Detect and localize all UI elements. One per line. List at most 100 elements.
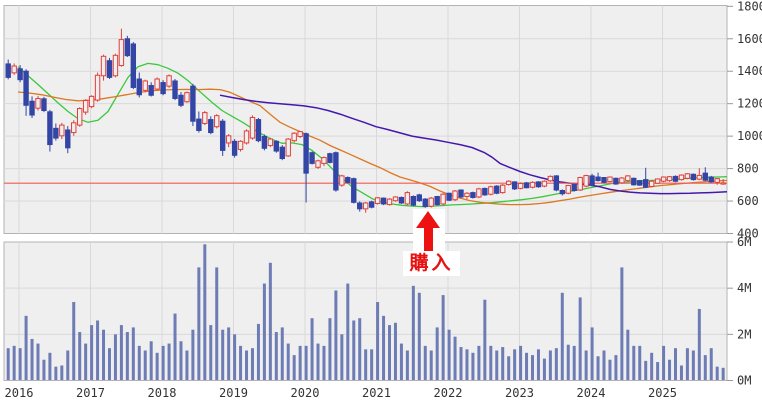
ma-long-line	[219, 94, 728, 195]
candle-body	[82, 99, 89, 113]
candle-body	[88, 95, 95, 108]
candle-body	[23, 70, 29, 106]
volume-bar	[119, 325, 123, 380]
candle-body	[672, 175, 679, 182]
candle-body	[225, 135, 232, 144]
volume-bar	[42, 359, 46, 380]
volume-bar	[405, 350, 409, 380]
candle-body	[511, 181, 518, 190]
volume-bar	[268, 262, 272, 380]
volume-bar	[352, 320, 356, 380]
volume-tick-label: 6M	[737, 235, 751, 249]
candle-body	[208, 119, 214, 134]
candle-body	[678, 174, 685, 181]
candle-body	[219, 120, 226, 151]
candle-body	[65, 129, 71, 149]
buy-arrow-icon	[416, 211, 440, 228]
volume-bar	[489, 345, 493, 380]
volume-bar	[620, 267, 624, 380]
volume-bar	[388, 325, 392, 380]
candle-body	[273, 140, 280, 152]
candle-body	[523, 182, 530, 189]
volume-bar	[340, 334, 344, 380]
candle-body	[577, 177, 583, 191]
volume-bar	[298, 345, 302, 380]
candle-body	[368, 201, 375, 208]
year-axis-label: 2019	[219, 386, 248, 400]
volume-bar	[233, 334, 237, 380]
volume-bar	[125, 332, 129, 380]
candle-body	[517, 183, 524, 189]
candle-body	[267, 138, 274, 147]
candle-body	[565, 184, 571, 194]
candle-body	[559, 189, 565, 195]
volume-bar	[709, 348, 713, 380]
volume-bar	[346, 283, 350, 380]
volume-bar	[137, 345, 141, 380]
volume-bar	[572, 345, 576, 380]
volume-bar	[358, 318, 362, 380]
candle-body	[17, 68, 23, 81]
candle-body	[476, 188, 482, 198]
volume-bar	[602, 350, 606, 380]
candle-body	[160, 82, 166, 95]
volume-bar	[399, 343, 403, 380]
volume-bar	[90, 325, 94, 380]
price-tick-label: 1600	[737, 32, 762, 46]
volume-bar	[84, 343, 88, 380]
volume-bar	[715, 366, 719, 380]
volume-bar	[668, 359, 672, 380]
candle-body	[595, 176, 601, 182]
volume-bar	[215, 267, 219, 380]
year-axis-label: 2018	[148, 386, 177, 400]
candle-body	[607, 176, 613, 183]
volume-bar	[429, 350, 433, 380]
candle-body	[285, 138, 291, 157]
candle-body	[279, 146, 285, 160]
candle-body	[684, 173, 691, 179]
volume-bar	[417, 292, 421, 380]
volume-bar	[185, 350, 189, 380]
candle-body	[589, 175, 595, 186]
volume-bar	[507, 356, 511, 380]
candle-body	[345, 177, 351, 183]
volume-bar	[102, 329, 106, 380]
volume-bar	[12, 345, 16, 380]
candle-body	[243, 130, 250, 144]
volume-bar	[274, 332, 278, 380]
volume-bar	[227, 327, 231, 380]
volume-bar	[501, 347, 505, 380]
volume-bar	[280, 327, 284, 380]
candle-body	[714, 178, 720, 183]
volume-bar	[203, 244, 207, 380]
volume-bar	[435, 327, 439, 380]
candle-body	[59, 124, 65, 137]
volume-bar	[536, 349, 540, 380]
candle-body	[541, 180, 548, 187]
year-axis-label: 2017	[76, 386, 105, 400]
candle-body	[470, 192, 476, 198]
candle-body	[321, 157, 327, 164]
year-axis-label: 2020	[291, 386, 320, 400]
volume-bar	[703, 355, 707, 380]
candle-body	[452, 190, 458, 201]
volume-bar	[131, 327, 135, 380]
volume-bar	[531, 355, 535, 380]
volume-bar	[107, 348, 111, 380]
volume-bar	[382, 315, 386, 380]
candle-body	[237, 140, 244, 150]
buy-arrow-shaft	[423, 226, 433, 252]
candle-body	[374, 197, 381, 204]
candle-body	[571, 183, 577, 191]
volume-bar	[239, 345, 243, 380]
candle-body	[654, 178, 661, 184]
volume-bar	[262, 283, 266, 380]
candle-body	[648, 180, 655, 187]
volume-bar	[590, 327, 594, 380]
volume-bar	[66, 350, 70, 380]
candle-body	[94, 74, 101, 101]
candle-body	[172, 80, 178, 99]
volume-bar	[173, 313, 177, 380]
volume-bar	[548, 350, 552, 380]
